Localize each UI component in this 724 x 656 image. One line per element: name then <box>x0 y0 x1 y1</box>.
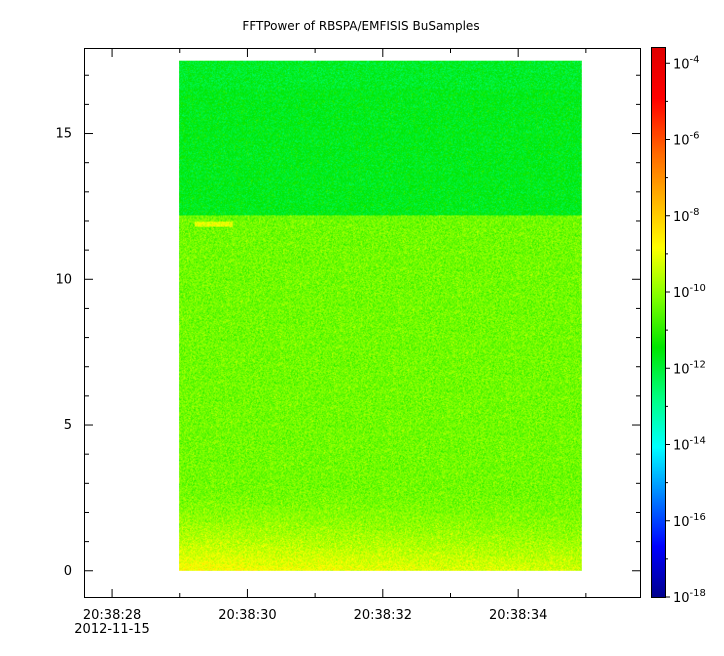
y-tick-label: 0 <box>64 564 72 579</box>
colorbar-axis: 10-18 10-16 10-14 10-12 10-10 10-8 10-6 10-4 <box>665 54 706 606</box>
colorbar-tick-label: 10-12 <box>673 359 706 377</box>
colorbar-tick-label: 10-8 <box>673 207 700 225</box>
colorbar-tick-label: 10-4 <box>673 54 700 72</box>
colorbar-tick-label: 10-10 <box>673 283 706 301</box>
colorbar-tick-label: 10-6 <box>673 131 700 149</box>
x-tick-label: 20:38:30 <box>218 608 276 623</box>
y-tick-label: 5 <box>64 418 72 433</box>
spectrogram-raster <box>179 60 582 571</box>
colorbar <box>652 48 665 597</box>
y-tick-label: 10 <box>55 272 72 287</box>
x-tick-label: 20:38:28 <box>83 608 141 623</box>
x-date-label: 2012-11-15 <box>74 622 150 637</box>
y-axis: 0 5 10 15 <box>55 74 640 579</box>
colorbar-tick-label: 10-18 <box>673 588 706 606</box>
colorbar-frame <box>651 47 666 598</box>
colorbar-tick-label: 10-16 <box>673 512 706 530</box>
x-tick-label: 20:38:34 <box>489 608 547 623</box>
colorbar-tick-label: 10-14 <box>673 436 706 454</box>
chart-title: FFTPower of RBSPA/EMFISIS BuSamples <box>242 19 479 33</box>
x-tick-label: 20:38:32 <box>354 608 412 623</box>
y-tick-label: 15 <box>55 127 72 142</box>
